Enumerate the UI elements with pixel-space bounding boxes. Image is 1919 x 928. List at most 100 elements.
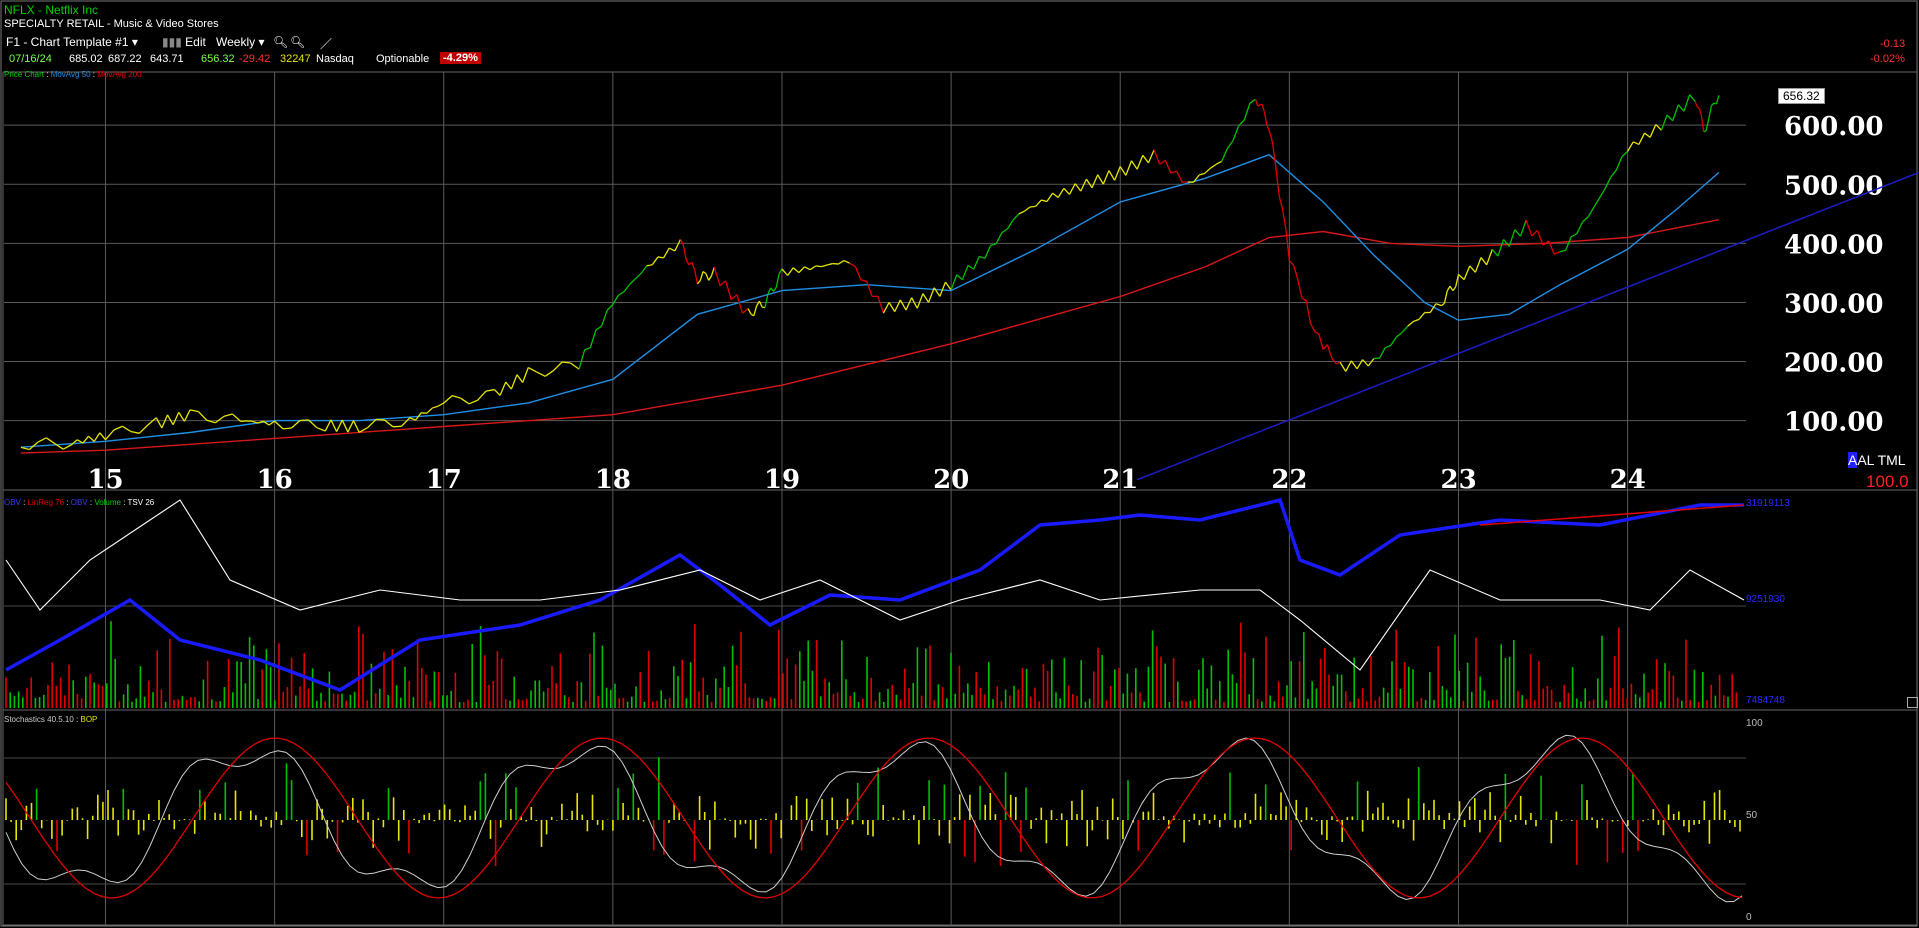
x-tick-label: 20 [933, 465, 969, 495]
price-segment [437, 402, 445, 407]
price-segment [1356, 359, 1364, 370]
price-segment [634, 273, 642, 280]
price-segment [299, 419, 309, 422]
price-segment [553, 361, 563, 371]
price-segment [1326, 344, 1333, 358]
optionable-label: Optionable [376, 53, 430, 65]
price-segment [1449, 285, 1454, 292]
price-segment [28, 441, 39, 450]
price-segment [916, 293, 924, 309]
price-segment [1113, 166, 1121, 181]
price-segment [1041, 199, 1048, 203]
quote-last: 656.32 [201, 53, 235, 65]
price-segment [62, 444, 72, 450]
price-segment [1697, 106, 1700, 110]
zoom-out-icon[interactable]: 🔍︎ [290, 35, 306, 49]
price-segment [674, 239, 682, 252]
price-segment [1632, 141, 1640, 146]
draw-line-icon[interactable]: ／ [320, 37, 333, 51]
price-segment [1576, 221, 1584, 234]
price-segment [713, 267, 721, 286]
price-segment [1418, 312, 1426, 320]
y-tick-label: 200.00 [1784, 349, 1884, 379]
price-segment [787, 267, 794, 276]
price-segment [1350, 360, 1358, 370]
chevron-down-icon: ▾ [131, 35, 138, 49]
price-segment [76, 439, 84, 444]
price-segment [1491, 248, 1499, 257]
price-segment [570, 362, 580, 370]
price-segment [1198, 172, 1205, 176]
zoom-in-icon[interactable]: 🔍︎ [273, 35, 289, 49]
price-segment [166, 414, 174, 426]
price-segment [809, 265, 817, 271]
price-segment [589, 329, 597, 348]
price-segment [767, 287, 772, 295]
price-segment [646, 264, 653, 267]
stoch-fast-line [5, 734, 1743, 903]
price-segment [409, 417, 416, 421]
price-segment [1621, 150, 1629, 158]
price-segment [1057, 187, 1065, 198]
price-segment [215, 415, 225, 424]
price-segment [493, 389, 501, 396]
price-segment [93, 432, 101, 442]
price-segment [778, 268, 783, 275]
price-segment [849, 262, 856, 267]
price-segment [1193, 174, 1200, 183]
price-segment [1587, 206, 1595, 218]
price-segment [1339, 361, 1347, 372]
price-segment [1243, 102, 1251, 121]
price-segment [939, 281, 947, 297]
stoch-100-label: 100 [1746, 718, 1763, 729]
price-segment [104, 429, 115, 441]
quote-change: -29.42 [239, 53, 271, 65]
price-segment [730, 294, 738, 300]
price-segment [485, 388, 495, 392]
price-segment [1012, 213, 1020, 221]
price-segment [699, 271, 704, 281]
x-tick-label: 22 [1271, 465, 1307, 495]
price-segment [1029, 205, 1036, 208]
price-segment [1548, 240, 1555, 255]
edit-button[interactable]: ▮▮▮ Edit [162, 35, 206, 49]
trendline [1136, 171, 1919, 481]
x-tick-label: 23 [1440, 465, 1476, 495]
price-segment [1413, 318, 1420, 323]
price-segment [1672, 104, 1679, 122]
price-segment [1677, 104, 1685, 112]
price-segment [516, 374, 524, 383]
price-segment [1288, 260, 1295, 266]
price-segment [764, 294, 769, 308]
side-tags: AAL TML [1848, 452, 1906, 468]
ma200-line [20, 219, 1720, 454]
price-segment [1301, 297, 1307, 302]
price-segment [1285, 229, 1291, 261]
price-segment [865, 281, 873, 297]
period-dropdown[interactable]: Weekly ▾ [216, 35, 265, 49]
price-segment [1694, 101, 1698, 106]
price-segment [685, 259, 690, 266]
right-pct: -0.02% [1870, 53, 1905, 65]
price-segment [451, 394, 461, 399]
price-segment [798, 266, 805, 274]
obv-mid-label: 9251930 [1746, 594, 1785, 605]
price-segment [623, 283, 631, 293]
scroll-corner-button[interactable] [1907, 697, 1918, 708]
price-segment [415, 412, 422, 421]
price-segment [1554, 251, 1561, 255]
price-segment [927, 287, 935, 303]
price-segment [384, 419, 394, 428]
price-legend: Price Chart : MovAvg 50 : MovAvg 200 [4, 70, 142, 79]
price-segment [753, 305, 758, 317]
x-tick-label: 21 [1102, 465, 1138, 495]
price-segment [1531, 229, 1538, 237]
price-segment [1497, 239, 1505, 257]
price-segment [1443, 290, 1448, 304]
price-segment [82, 435, 90, 444]
price-segment [843, 259, 850, 264]
template-dropdown[interactable]: F1 - Chart Template #1 ▾ [6, 35, 138, 49]
price-segment [1638, 132, 1646, 145]
panel-frame-0 [2, 71, 1918, 491]
price-segment [432, 405, 439, 409]
